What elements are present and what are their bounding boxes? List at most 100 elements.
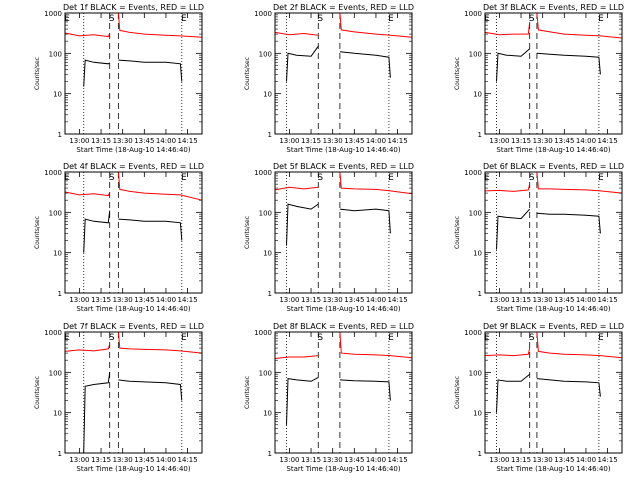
marker-event: E — [64, 14, 70, 24]
x-tick-label: 13:45 — [344, 456, 364, 464]
lld-series-line — [64, 32, 111, 38]
marker-event: E — [484, 333, 490, 343]
y-tick-label: 1 — [268, 131, 272, 139]
x-tick-label: 14:00 — [366, 456, 386, 464]
events-series-line — [536, 212, 601, 234]
x-tick-label: 14:15 — [387, 456, 407, 464]
chart-panel-8: Det 8f BLACK = Events, RED = LLD 1 10 100 10… — [244, 322, 414, 473]
y-tick-label: 100 — [259, 50, 272, 58]
x-axis-label: Start Time (18-Aug-10 14:46:40) — [496, 465, 610, 473]
x-tick-label: 14:15 — [387, 137, 407, 145]
y-tick-label: 100 — [49, 209, 62, 217]
events-series-line — [339, 379, 391, 401]
marker-attenuator: S — [317, 333, 323, 343]
chart-title: Det 7f BLACK = Events, RED = LLD — [63, 322, 204, 331]
chart-title: Det 9f BLACK = Events, RED = LLD — [483, 322, 624, 331]
y-tick-label: 100 — [259, 209, 272, 217]
marker-attenuator: S — [317, 173, 323, 183]
marker-attenuator: S — [109, 173, 115, 183]
plot-frame — [274, 171, 413, 294]
x-tick-label: 13:15 — [511, 137, 531, 145]
marker-attenuator: S — [529, 333, 535, 343]
chart-title: Det 5f BLACK = Events, RED = LLD — [273, 162, 414, 171]
y-axis-label: Counts/sec — [244, 376, 251, 409]
events-series-line — [118, 379, 183, 401]
y-tick-label: 10 — [53, 250, 62, 258]
y-tick-label: 1 — [268, 450, 272, 458]
plot-frame — [484, 331, 623, 454]
plot-frame — [484, 12, 623, 135]
x-tick-label: 14:00 — [156, 456, 176, 464]
events-series-line — [83, 372, 111, 454]
y-tick-label: 1000 — [44, 10, 62, 18]
marker-event: E — [598, 333, 604, 343]
x-tick-label: 13:45 — [344, 137, 364, 145]
lld-series-line — [484, 183, 531, 192]
lld-series-line — [536, 331, 623, 359]
lld-series-line — [64, 191, 111, 197]
marker-event: E — [388, 173, 394, 183]
chart-title: Det 1f BLACK = Events, RED = LLD — [63, 3, 204, 12]
y-tick-label: 1000 — [44, 169, 62, 177]
x-tick-label: 13:15 — [301, 137, 321, 145]
x-tick-label: 13:30 — [323, 456, 343, 464]
y-tick-label: 1000 — [44, 329, 62, 337]
x-tick-label: 14:00 — [156, 296, 176, 304]
x-tick-label: 13:15 — [301, 456, 321, 464]
x-tick-label: 13:00 — [279, 137, 299, 145]
y-tick-label: 10 — [473, 91, 482, 99]
y-tick-label: 1000 — [254, 169, 272, 177]
x-tick-label: 13:45 — [554, 296, 574, 304]
x-tick-label: 13:30 — [323, 296, 343, 304]
marker-attenuator: S — [529, 14, 535, 24]
chart-panel-6: Det 6f BLACK = Events, RED = LLD 1 10 100 10… — [454, 162, 624, 313]
y-tick-label: 1 — [478, 131, 482, 139]
chart-title: Det 6f BLACK = Events, RED = LLD — [483, 162, 624, 171]
chart-panel-1: Det 1f BLACK = Events, RED = LLD 1 10 100 10… — [34, 3, 204, 154]
plot-frame — [64, 171, 203, 294]
y-axis-label: Counts/sec — [244, 216, 251, 249]
x-tick-label: 13:45 — [554, 137, 574, 145]
x-tick-label: 13:15 — [511, 296, 531, 304]
chart-panel-3: Det 3f BLACK = Events, RED = LLD 1 10 100 10… — [454, 3, 624, 154]
marker-attenuator: S — [317, 14, 323, 24]
y-tick-label: 1 — [58, 450, 62, 458]
y-tick-label: 100 — [469, 209, 482, 217]
lld-series-line — [339, 12, 413, 38]
x-tick-label: 14:15 — [597, 137, 617, 145]
lld-series-line — [339, 331, 413, 359]
chart-title: Det 4f BLACK = Events, RED = LLD — [63, 162, 204, 171]
chart-panel-9: Det 9f BLACK = Events, RED = LLD 1 10 100 10… — [454, 322, 624, 473]
x-axis-label: Start Time (18-Aug-10 14:46:40) — [286, 146, 400, 154]
marker-attenuator: S — [529, 173, 535, 183]
x-tick-label: 13:45 — [134, 456, 154, 464]
events-series-line — [118, 218, 183, 241]
x-tick-label: 13:30 — [113, 137, 133, 145]
chart-panel-4: Det 4f BLACK = Events, RED = LLD 1 10 100 10… — [34, 162, 204, 313]
plot-frame — [274, 12, 413, 135]
y-tick-label: 1000 — [464, 10, 482, 18]
marker-event: E — [181, 173, 187, 183]
y-tick-label: 100 — [469, 50, 482, 58]
x-tick-label: 13:30 — [113, 296, 133, 304]
y-tick-label: 10 — [263, 410, 272, 418]
x-tick-label: 14:00 — [366, 296, 386, 304]
x-tick-label: 13:15 — [91, 137, 111, 145]
marker-event: E — [388, 14, 394, 24]
x-tick-label: 13:00 — [69, 296, 89, 304]
x-tick-label: 13:00 — [489, 296, 509, 304]
lld-series-line — [274, 186, 319, 191]
x-tick-label: 13:45 — [344, 296, 364, 304]
x-tick-label: 14:15 — [597, 456, 617, 464]
lld-series-line — [274, 31, 319, 36]
events-series-line — [496, 48, 531, 82]
y-tick-label: 1000 — [464, 329, 482, 337]
events-series-line — [339, 51, 391, 78]
lld-series-line — [484, 21, 531, 36]
y-tick-label: 100 — [49, 369, 62, 377]
x-tick-label: 13:45 — [554, 456, 574, 464]
y-tick-label: 100 — [259, 369, 272, 377]
x-tick-label: 13:00 — [279, 456, 299, 464]
marker-event: E — [598, 14, 604, 24]
